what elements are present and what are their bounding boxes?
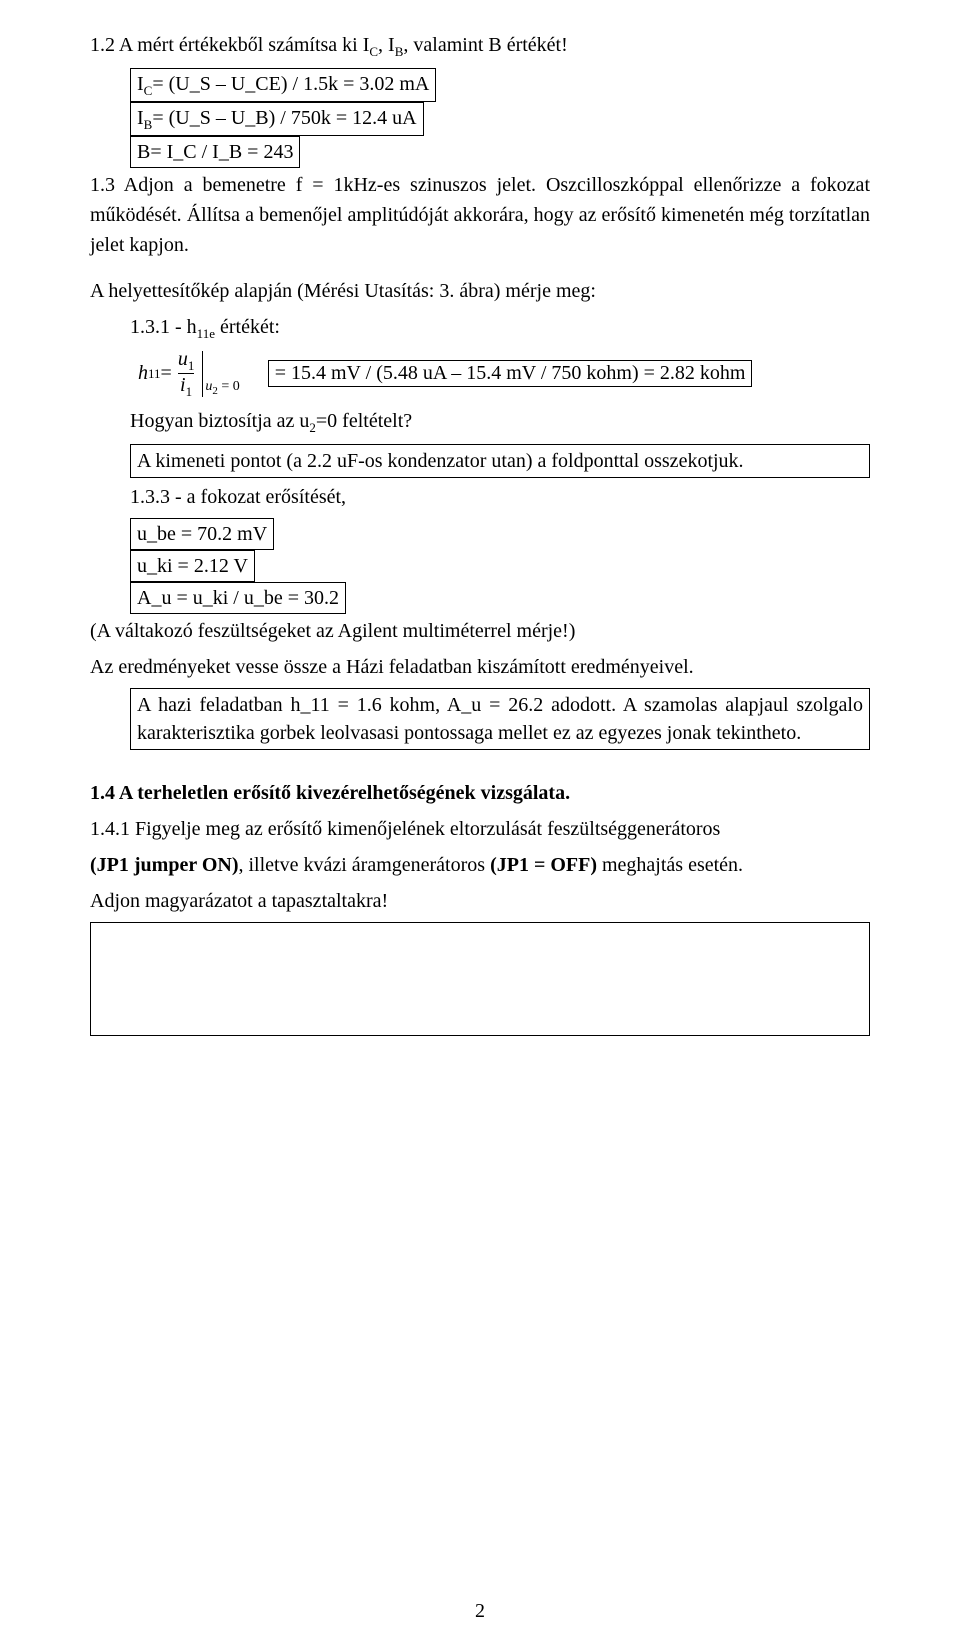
para-1-3: 1.3 Adjon a bemenetre f = 1kHz-es szinus… bbox=[90, 170, 870, 260]
para-adjon: Adjon magyarázatot a tapasztaltakra! bbox=[90, 886, 870, 916]
ib-line: IB= (U_S – U_B) / 750k = 12.4 uA bbox=[130, 102, 870, 136]
equation-h11: h11 = u1 i1 u2 = 0 = 15.4 mV / (5.48 uA … bbox=[138, 349, 870, 398]
text: értékét: bbox=[215, 316, 280, 338]
para-jp1: (JP1 jumper ON), illetve kvázi áramgener… bbox=[90, 850, 870, 880]
au-row: A_u = u_ki / u_be = 30.2 bbox=[130, 582, 870, 614]
ib-box: IB= (U_S – U_B) / 750k = 12.4 uA bbox=[130, 102, 424, 136]
eq-h: h bbox=[138, 362, 148, 385]
text: 1.2 A mért értékekből számítsa ki I bbox=[90, 34, 369, 56]
para-azeredmeny: Az eredményeket vesse össze a Házi felad… bbox=[90, 652, 870, 682]
text: 1.3.1 - h bbox=[130, 316, 197, 338]
equals: = bbox=[161, 362, 172, 385]
fraction: u1 i1 bbox=[176, 349, 197, 398]
para-hogyan: Hogyan biztosítja az u2=0 feltételt? bbox=[130, 406, 870, 438]
text: = (U_S – U_B) / 750k = 12.4 uA bbox=[152, 107, 416, 129]
eval-bar bbox=[202, 351, 203, 397]
heading-1-2: 1.2 A mért értékekből számítsa ki IC, IB… bbox=[90, 30, 870, 62]
document-page: 1.2 A mért értékekből számítsa ki IC, I B… bbox=[0, 0, 960, 1647]
b-line: B= I_C / I_B = 243 bbox=[130, 136, 870, 168]
hazi-box: A hazi feladatban h_11 = 1.6 kohm, A_u =… bbox=[130, 688, 870, 750]
text: , valamint B értékét! bbox=[403, 34, 567, 56]
text: =0 feltételt? bbox=[316, 410, 412, 432]
page-number: 2 bbox=[0, 1600, 960, 1623]
hazi-row: A hazi feladatban h_11 = 1.6 kohm, A_u =… bbox=[130, 688, 870, 750]
ic-box: IC= (U_S – U_CE) / 1.5k = 3.02 mA bbox=[130, 68, 436, 102]
subscript: 11 bbox=[148, 366, 161, 382]
empty-answer-box bbox=[90, 922, 870, 1036]
para-1-4-1: 1.4.1 Figyelje meg az erősítő kimenőjelé… bbox=[90, 814, 870, 844]
heading-1-4: 1.4 A terheletlen erősítő kivezérelhetős… bbox=[90, 778, 870, 808]
kimeneti-row: A kimeneti pontot (a 2.2 uF-os kondenzat… bbox=[130, 444, 870, 478]
para-valtakozo: (A váltakozó feszültségeket az Agilent m… bbox=[90, 616, 870, 646]
text: I bbox=[137, 107, 144, 129]
uki-row: u_ki = 2.12 V bbox=[130, 550, 870, 582]
para-1-3-1: 1.3.1 - h11e értékét: bbox=[130, 312, 870, 344]
text: Hogyan biztosítja az u bbox=[130, 410, 309, 432]
ube-row: u_be = 70.2 mV bbox=[130, 518, 870, 550]
para-1-3-3: 1.3.3 - a fokozat erősítését, bbox=[130, 482, 870, 512]
condition: u2 = 0 bbox=[205, 379, 239, 397]
text: I bbox=[137, 73, 144, 95]
text-bold: (JP1 = OFF) bbox=[490, 854, 597, 876]
text: , I bbox=[378, 34, 395, 56]
denominator: i1 bbox=[178, 373, 194, 398]
ube-box: u_be = 70.2 mV bbox=[130, 518, 274, 550]
subscript: 11e bbox=[197, 326, 215, 341]
text: = (U_S – U_CE) / 1.5k = 3.02 mA bbox=[152, 73, 429, 95]
ic-line: IC= (U_S – U_CE) / 1.5k = 3.02 mA bbox=[130, 68, 870, 102]
b-box: B= I_C / I_B = 243 bbox=[130, 136, 300, 168]
uki-box: u_ki = 2.12 V bbox=[130, 550, 255, 582]
text: , illetve kvázi áramgenerátoros bbox=[239, 854, 491, 876]
au-box: A_u = u_ki / u_be = 30.2 bbox=[130, 582, 346, 614]
subscript: C bbox=[369, 44, 378, 59]
text-bold: (JP1 jumper ON) bbox=[90, 854, 239, 876]
kimeneti-box: A kimeneti pontot (a 2.2 uF-os kondenzat… bbox=[130, 444, 870, 478]
text: meghajtás esetén. bbox=[597, 854, 743, 876]
numerator: u1 bbox=[176, 349, 197, 373]
para-helyettesit: A helyettesítőkép alapján (Mérési Utasít… bbox=[90, 276, 870, 306]
eq-result-box: = 15.4 mV / (5.48 uA – 15.4 mV / 750 koh… bbox=[268, 360, 753, 387]
